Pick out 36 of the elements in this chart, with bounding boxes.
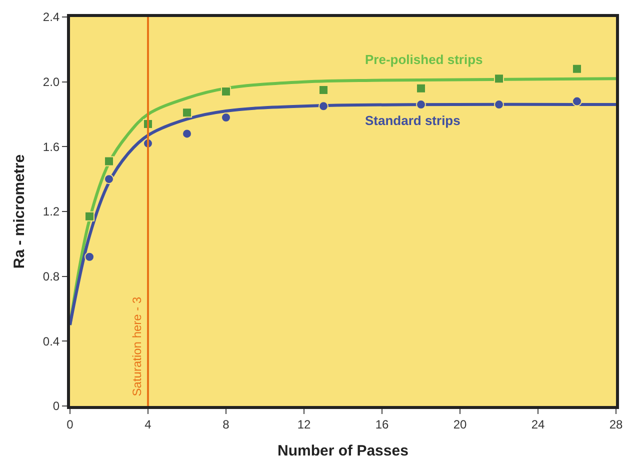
point xyxy=(182,128,192,139)
point xyxy=(572,96,582,106)
x-tick-label: 20 xyxy=(453,417,467,432)
x-tick-label: 28 xyxy=(609,417,623,432)
point xyxy=(494,100,504,110)
y-tick-label: 2.0 xyxy=(42,75,60,90)
point xyxy=(572,64,582,74)
x-tick-label: 4 xyxy=(144,417,152,432)
x-tick-label: 24 xyxy=(531,417,545,432)
y-tick-label: 1.6 xyxy=(42,140,60,154)
y-tick-label: 0.8 xyxy=(42,270,60,284)
ref-line-label: Saturation here - 3 xyxy=(130,296,144,396)
point xyxy=(84,211,94,222)
y-axis-title: Ra - micrometre xyxy=(11,154,28,269)
x-tick-label: 16 xyxy=(375,417,389,432)
point xyxy=(221,112,231,122)
x-axis-title: Number of Passes xyxy=(278,442,408,460)
y-tick-label: 2.4 xyxy=(42,10,60,24)
y-tick-label: 0.4 xyxy=(42,334,60,348)
x-tick-label: 0 xyxy=(66,417,74,432)
point xyxy=(182,108,192,118)
point xyxy=(494,74,504,84)
point xyxy=(221,86,231,97)
x-tick-label: 8 xyxy=(222,417,230,432)
point xyxy=(104,174,114,184)
point xyxy=(318,84,328,95)
point xyxy=(84,252,94,262)
y-tick-label: 0 xyxy=(52,399,60,414)
point xyxy=(416,100,426,110)
point xyxy=(104,156,114,166)
point xyxy=(416,83,426,94)
point xyxy=(318,101,328,112)
y-tick-label: 1.2 xyxy=(42,204,60,219)
x-tick-label: 12 xyxy=(297,417,311,432)
series-label: Pre-polished strips xyxy=(365,52,483,67)
series-label: Standard strips xyxy=(365,113,460,128)
